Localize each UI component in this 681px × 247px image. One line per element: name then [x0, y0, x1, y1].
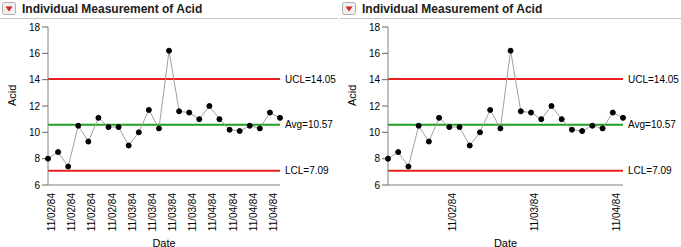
svg-text:8: 8 [34, 153, 40, 164]
svg-text:Date: Date [152, 237, 175, 247]
svg-text:10: 10 [369, 127, 381, 138]
svg-text:18: 18 [369, 22, 381, 33]
svg-text:11/04/84: 11/04/84 [228, 193, 239, 232]
svg-text:Acid: Acid [346, 85, 358, 106]
svg-text:18: 18 [29, 22, 41, 33]
svg-text:11/02/84: 11/02/84 [66, 193, 77, 232]
svg-text:Date: Date [494, 237, 517, 247]
svg-text:11/04/84: 11/04/84 [248, 193, 259, 232]
svg-text:6: 6 [34, 180, 40, 191]
svg-text:11/04/84: 11/04/84 [268, 193, 279, 232]
svg-text:11/02/84: 11/02/84 [107, 193, 118, 232]
svg-text:14: 14 [29, 74, 41, 85]
svg-text:6: 6 [374, 180, 380, 191]
svg-text:11/02/84: 11/02/84 [86, 193, 97, 232]
svg-text:UCL=14.05: UCL=14.05 [285, 74, 336, 85]
svg-text:LCL=7.09: LCL=7.09 [285, 165, 329, 176]
svg-text:16: 16 [29, 48, 41, 59]
html-text:Individual Measurement of Acid: Individual Measurement of Acid [22, 2, 203, 16]
svg-text:LCL=7.09: LCL=7.09 [628, 165, 672, 176]
svg-text:12: 12 [29, 101, 41, 112]
svg-text:11/02/84: 11/02/84 [46, 193, 57, 232]
svg-text:11/03/84: 11/03/84 [167, 193, 178, 232]
svg-text:16: 16 [369, 48, 381, 59]
svg-text:UCL=14.05: UCL=14.05 [628, 74, 673, 85]
svg-text:10: 10 [29, 127, 41, 138]
svg-text:11/02/84: 11/02/84 [447, 193, 458, 232]
html-text:Individual Measurement of Acid: Individual Measurement of Acid [362, 2, 543, 16]
svg-text:14: 14 [369, 74, 381, 85]
svg-text:11/04/84: 11/04/84 [207, 193, 218, 232]
svg-text:11/04/84: 11/04/84 [611, 193, 622, 232]
svg-text:11/03/84: 11/03/84 [147, 193, 158, 232]
svg-text:8: 8 [374, 153, 380, 164]
svg-text:11/03/84: 11/03/84 [127, 193, 138, 232]
svg-text:Avg=10.57: Avg=10.57 [628, 119, 673, 130]
svg-text:Avg=10.57: Avg=10.57 [285, 119, 333, 130]
svg-text:11/03/84: 11/03/84 [187, 193, 198, 232]
svg-text:Acid: Acid [8, 85, 18, 106]
svg-text:11/03/84: 11/03/84 [529, 193, 540, 232]
svg-text:12: 12 [369, 101, 381, 112]
